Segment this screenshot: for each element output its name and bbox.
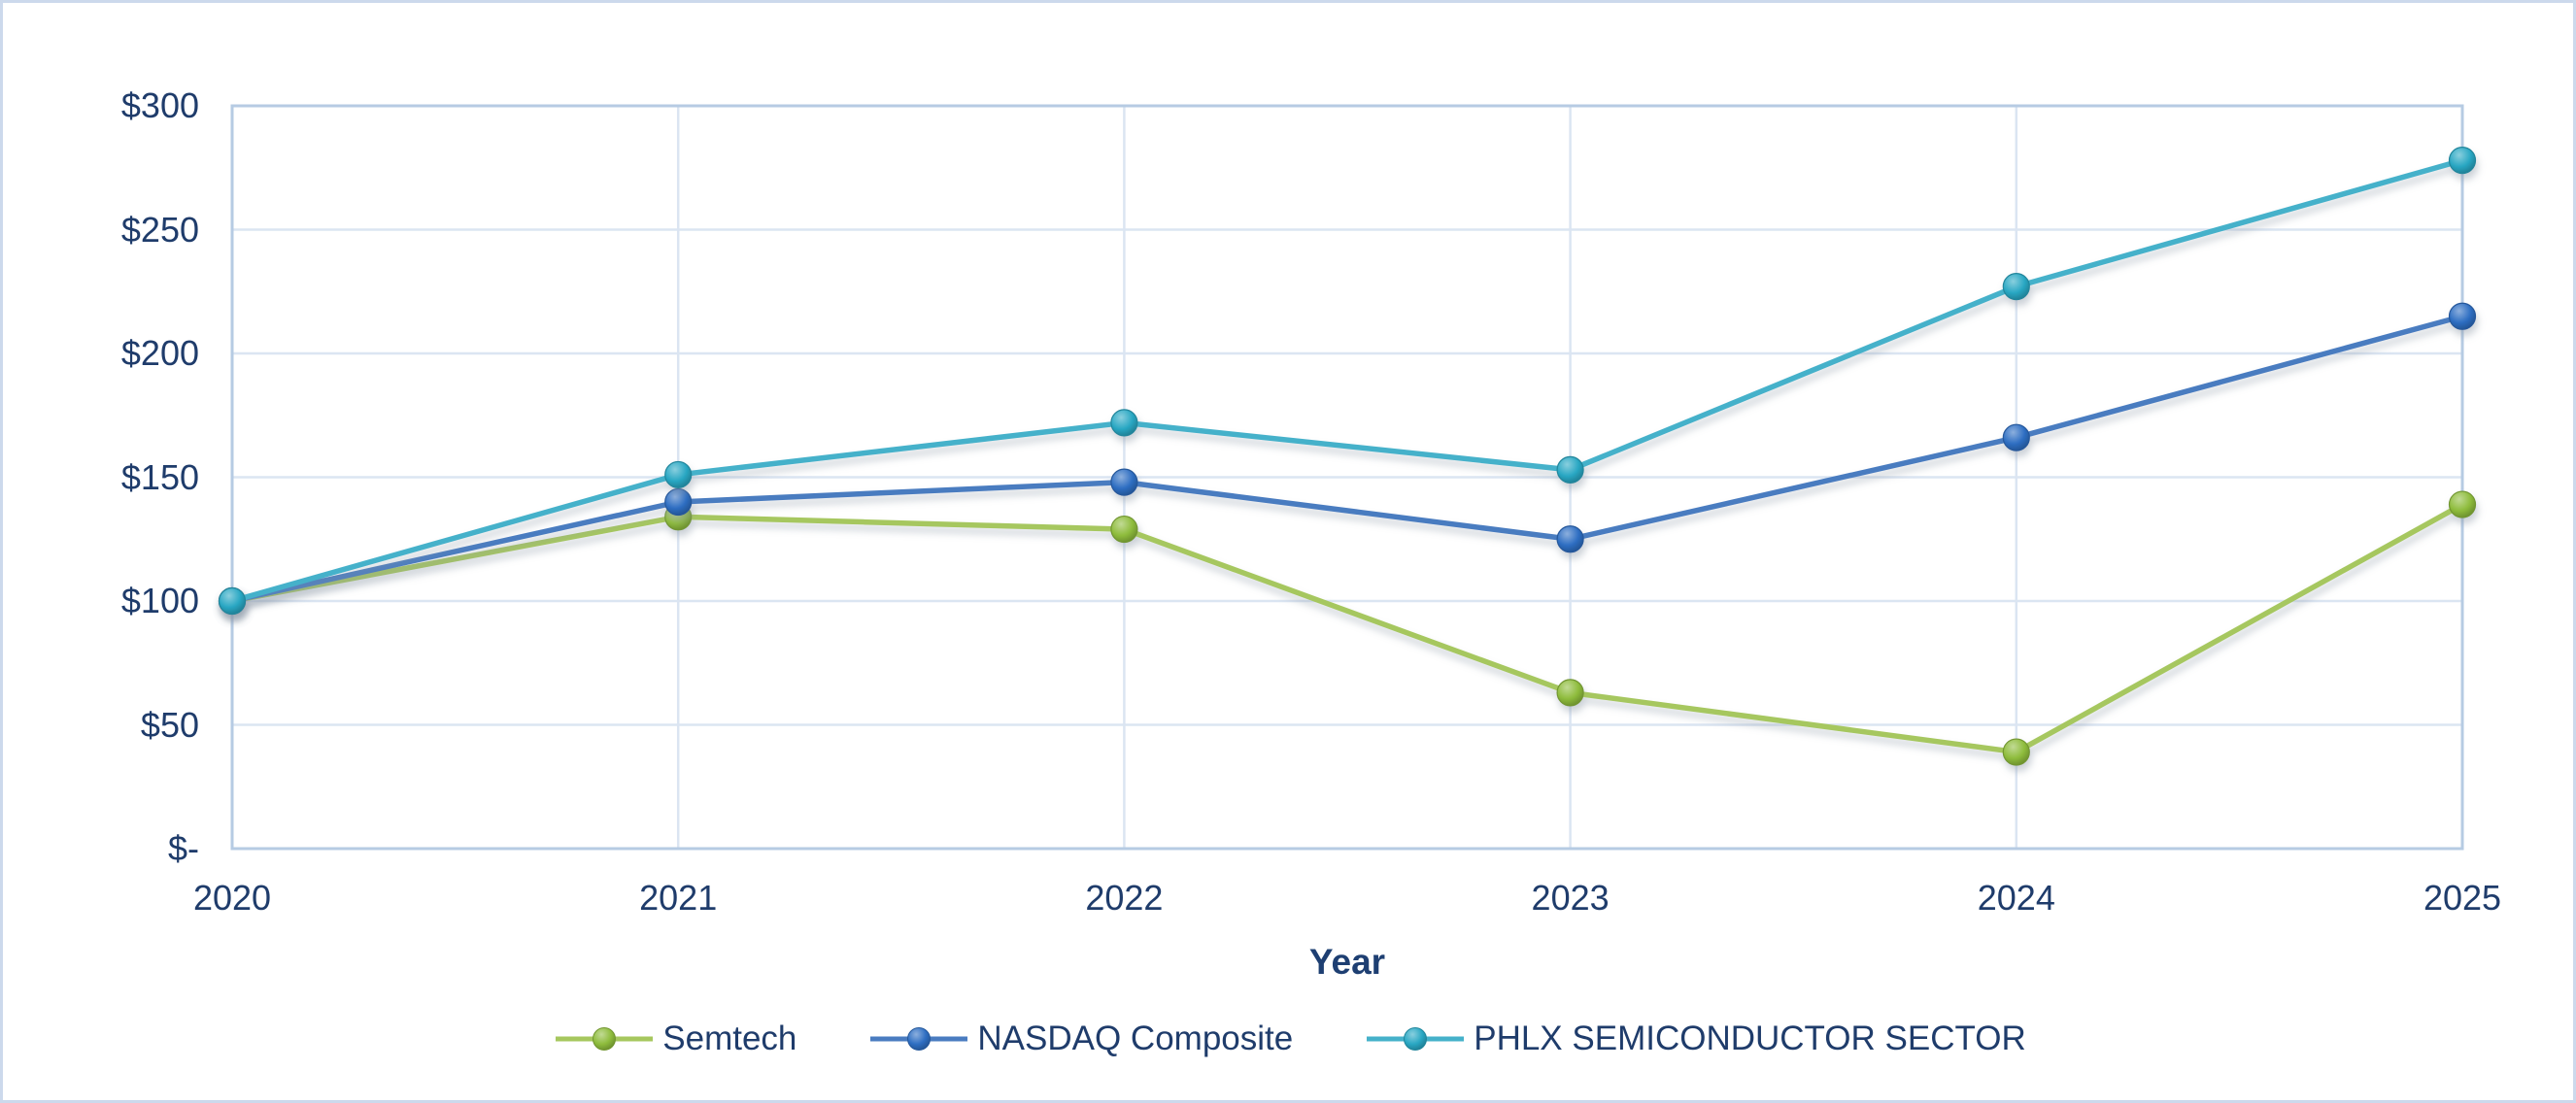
x-axis-tick-label: 2020 [192,878,272,918]
series-line [229,157,2465,604]
series-phlx-semiconductor-sector [218,147,2477,616]
x-axis-tick-label: 2022 [1085,878,1164,918]
gridlines [232,106,2462,849]
data-point-marker [664,487,693,517]
legend-series-marker-icon [870,1027,968,1051]
legend-series-marker-icon [1367,1027,1465,1051]
legend-label: NASDAQ Composite [977,1019,1294,1057]
data-point-marker [1110,468,1138,496]
data-point-marker [1110,515,1138,544]
y-axis-tick-label: $50 [140,704,199,745]
legend-item: PHLX SEMICONDUCTOR SECTOR [1367,1019,2026,1058]
series-line [229,314,2465,604]
x-axis-title: Year [1308,942,1386,982]
data-point-marker [2002,273,2030,301]
data-point-marker [664,460,693,489]
data-point-marker [1556,679,1584,707]
data-point-marker [218,586,247,616]
x-axis-tick-label: 2021 [639,878,718,918]
data-point-marker [2448,147,2477,175]
data-point-marker [1110,409,1138,437]
y-axis-tick-label: $150 [120,456,199,497]
legend-label: PHLX SEMICONDUCTOR SECTOR [1474,1019,2026,1057]
data-point-marker [2002,423,2030,451]
data-point-marker [2002,738,2030,766]
legend-label: Semtech [662,1019,797,1057]
y-axis-tick-label: $- [167,828,199,868]
x-axis-tick-label: 2023 [1531,878,1610,918]
series-nasdaq-composite [218,302,2477,616]
legend-item: NASDAQ Composite [870,1019,1293,1058]
y-axis-tick-label: $300 [120,85,199,125]
plot-border [230,104,2464,851]
legend-series-marker-icon [556,1027,654,1051]
legend-item: Semtech [556,1019,797,1058]
y-axis-tick-label: $100 [120,581,199,620]
x-axis-tick-label: 2024 [1977,878,2055,918]
chart-canvas [218,104,2477,851]
data-point-marker [1556,455,1584,484]
x-axis-tick-label: 2025 [2423,878,2502,918]
data-point-marker [1556,525,1584,553]
chart-legend: Semtech NASDAQ Composite PHLX SEMICONDUCTO… [3,1015,2573,1063]
y-axis-tick-label: $200 [120,333,199,373]
series-line [229,501,2465,755]
y-axis-tick-label: $250 [120,209,199,250]
data-point-marker [2448,302,2477,330]
data-point-marker [2448,490,2477,518]
